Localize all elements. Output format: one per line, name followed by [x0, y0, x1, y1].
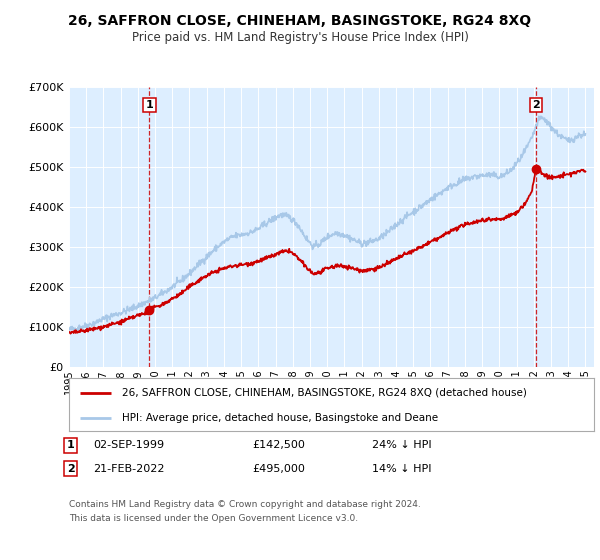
Text: 2: 2: [67, 464, 74, 474]
Text: Contains HM Land Registry data © Crown copyright and database right 2024.: Contains HM Land Registry data © Crown c…: [69, 500, 421, 508]
Text: 1: 1: [67, 440, 74, 450]
Text: 21-FEB-2022: 21-FEB-2022: [93, 464, 164, 474]
Text: 26, SAFFRON CLOSE, CHINEHAM, BASINGSTOKE, RG24 8XQ (detached house): 26, SAFFRON CLOSE, CHINEHAM, BASINGSTOKE…: [121, 388, 526, 398]
Text: £142,500: £142,500: [252, 440, 305, 450]
Text: 26, SAFFRON CLOSE, CHINEHAM, BASINGSTOKE, RG24 8XQ: 26, SAFFRON CLOSE, CHINEHAM, BASINGSTOKE…: [68, 14, 532, 28]
Text: 24% ↓ HPI: 24% ↓ HPI: [372, 440, 431, 450]
Text: HPI: Average price, detached house, Basingstoke and Deane: HPI: Average price, detached house, Basi…: [121, 413, 437, 423]
Text: 02-SEP-1999: 02-SEP-1999: [93, 440, 164, 450]
Text: 14% ↓ HPI: 14% ↓ HPI: [372, 464, 431, 474]
Text: Price paid vs. HM Land Registry's House Price Index (HPI): Price paid vs. HM Land Registry's House …: [131, 31, 469, 44]
Text: £495,000: £495,000: [252, 464, 305, 474]
Text: 2: 2: [532, 100, 540, 110]
Text: This data is licensed under the Open Government Licence v3.0.: This data is licensed under the Open Gov…: [69, 514, 358, 523]
Text: 1: 1: [146, 100, 153, 110]
